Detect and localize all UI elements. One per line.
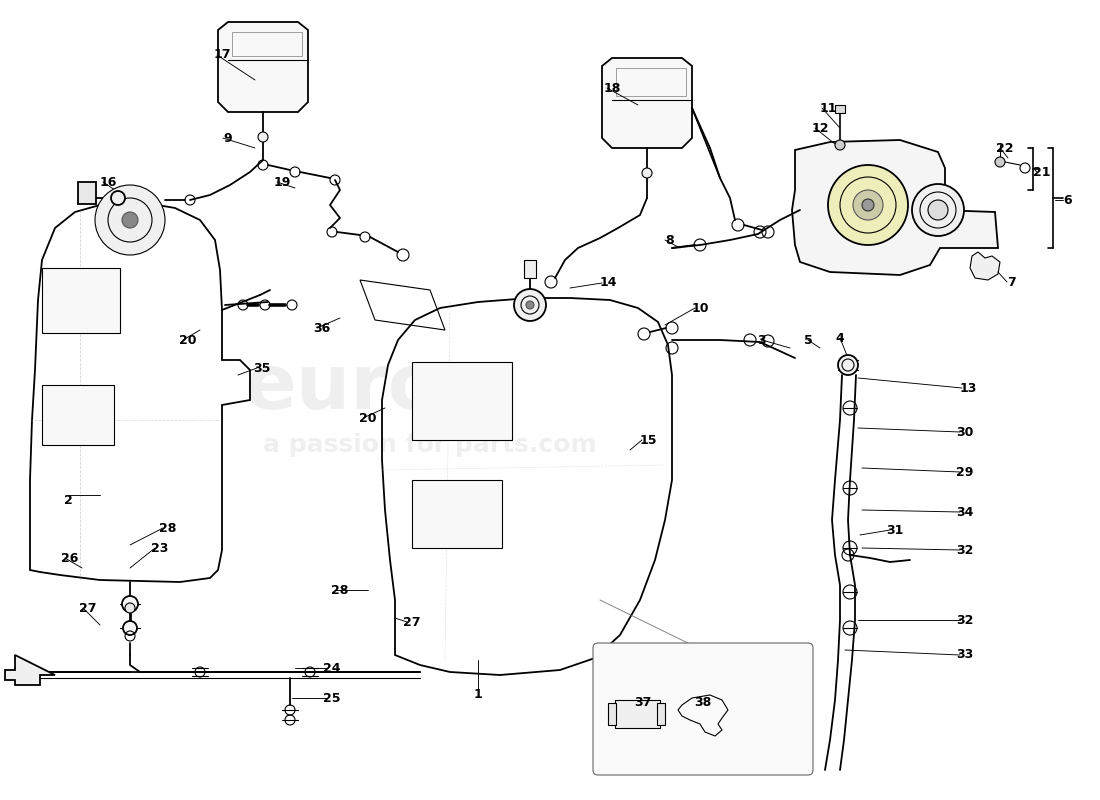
Circle shape [95, 185, 165, 255]
Text: 5: 5 [804, 334, 813, 346]
Text: 4: 4 [836, 331, 845, 345]
Polygon shape [218, 22, 308, 112]
Text: 15: 15 [639, 434, 657, 446]
Text: 13: 13 [959, 382, 977, 394]
Text: 9: 9 [223, 131, 232, 145]
Text: 19: 19 [273, 175, 290, 189]
Bar [78, 182, 96, 204]
Text: 36: 36 [314, 322, 331, 334]
Text: 35: 35 [253, 362, 271, 374]
Text: 32: 32 [956, 543, 974, 557]
Text: 30: 30 [956, 426, 974, 438]
Bar [524, 260, 536, 278]
Text: 3: 3 [758, 334, 767, 346]
Circle shape [928, 200, 948, 220]
Bar [412, 480, 502, 548]
Text: 22: 22 [997, 142, 1014, 154]
Circle shape [526, 301, 534, 309]
Text: 2: 2 [64, 494, 73, 506]
Text: 27: 27 [79, 602, 97, 614]
Text: 32: 32 [956, 614, 974, 626]
Polygon shape [792, 140, 998, 275]
Text: 17: 17 [213, 49, 231, 62]
Text: 6: 6 [1064, 194, 1072, 206]
Text: 11: 11 [820, 102, 837, 114]
Circle shape [514, 289, 546, 321]
Text: europ: europ [244, 351, 495, 425]
Text: 10: 10 [691, 302, 708, 314]
Circle shape [642, 168, 652, 178]
Circle shape [122, 212, 138, 228]
Text: 1: 1 [474, 689, 483, 702]
Bar [412, 362, 512, 440]
Text: 28: 28 [160, 522, 177, 534]
Circle shape [828, 165, 907, 245]
Bar [42, 385, 114, 445]
Text: 33: 33 [956, 649, 974, 662]
Bar [616, 68, 686, 96]
Text: 24: 24 [323, 662, 341, 674]
Text: 14: 14 [600, 277, 617, 290]
Bar [232, 32, 302, 56]
Bar [657, 703, 665, 725]
Polygon shape [6, 655, 55, 685]
Text: 27: 27 [404, 615, 420, 629]
Bar [608, 703, 616, 725]
Circle shape [111, 191, 125, 205]
Bar [42, 268, 120, 333]
Text: a passion for parts.com: a passion for parts.com [263, 433, 597, 457]
Text: 8: 8 [666, 234, 674, 246]
Polygon shape [970, 252, 1000, 280]
Text: 7: 7 [1008, 275, 1016, 289]
Circle shape [996, 157, 1005, 167]
Bar [835, 105, 845, 113]
Text: 28: 28 [331, 583, 349, 597]
Bar [615, 700, 660, 728]
Circle shape [912, 184, 964, 236]
Text: 34: 34 [956, 506, 974, 518]
Text: 20: 20 [360, 411, 376, 425]
Text: 20: 20 [179, 334, 197, 346]
Text: 38: 38 [694, 695, 712, 709]
Circle shape [862, 199, 874, 211]
Text: 31: 31 [887, 523, 904, 537]
Text: 18: 18 [603, 82, 620, 94]
Text: 12: 12 [812, 122, 828, 134]
Text: 16: 16 [99, 175, 117, 189]
FancyBboxPatch shape [593, 643, 813, 775]
Text: 37: 37 [635, 695, 651, 709]
Text: 25: 25 [323, 691, 341, 705]
Polygon shape [602, 58, 692, 148]
Circle shape [258, 132, 268, 142]
Circle shape [852, 190, 883, 220]
Text: 26: 26 [62, 551, 79, 565]
Circle shape [123, 621, 138, 635]
Circle shape [835, 140, 845, 150]
Text: 29: 29 [956, 466, 974, 478]
Circle shape [122, 596, 138, 612]
Circle shape [125, 603, 135, 613]
Text: 21: 21 [1033, 166, 1050, 178]
Circle shape [838, 355, 858, 375]
Text: 23: 23 [152, 542, 168, 554]
